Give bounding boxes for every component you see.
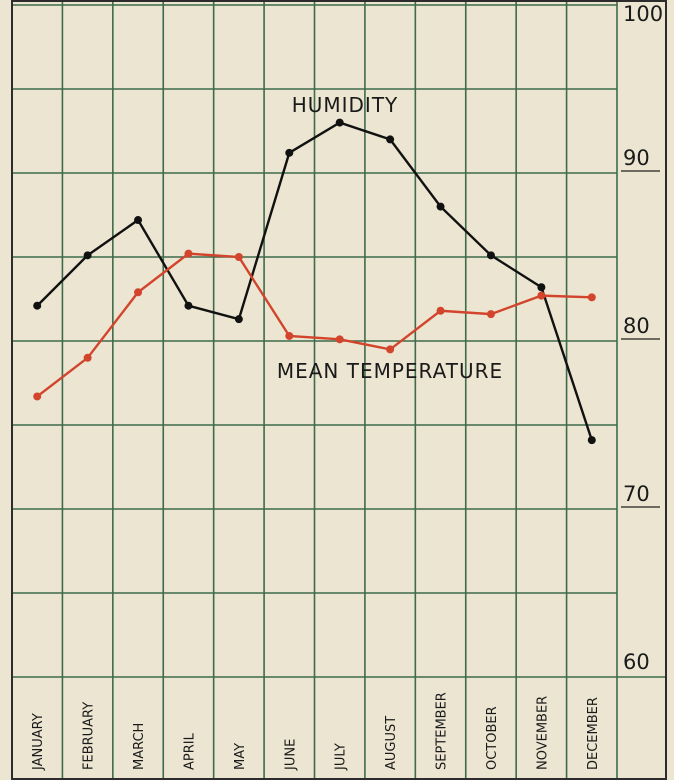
data-point bbox=[436, 306, 445, 315]
x-tick-label: JULY bbox=[334, 743, 349, 771]
x-tick-label: MARCH bbox=[132, 723, 147, 770]
data-point bbox=[386, 345, 395, 354]
series-label: HUMIDITY bbox=[292, 93, 399, 117]
y-tick-label: 60 bbox=[623, 650, 650, 674]
data-point bbox=[587, 436, 596, 445]
x-tick-label: DECEMBER bbox=[586, 697, 601, 770]
data-point bbox=[234, 253, 243, 261]
data-point bbox=[33, 301, 42, 310]
marks: HUMIDITY MEAN TEMPERATURE bbox=[33, 93, 596, 445]
x-tick-label: JANUARY bbox=[31, 713, 46, 771]
frame bbox=[11, 0, 667, 780]
data-point bbox=[386, 135, 395, 144]
x-tick-label: OCTOBER bbox=[485, 706, 500, 770]
data-point bbox=[134, 216, 143, 225]
data-point bbox=[587, 293, 596, 302]
y-tick-label: 80 bbox=[623, 314, 650, 338]
y-tick-label: 90 bbox=[623, 146, 650, 170]
series-line bbox=[36, 252, 592, 398]
x-tick-label: JUNE bbox=[283, 739, 298, 771]
data-point bbox=[33, 392, 42, 401]
data-point bbox=[486, 310, 495, 319]
grid: 60 70 80 90 100 JANUARY FEBRUARY MARCH APRIL MAY J… bbox=[11, 1, 666, 780]
data-point bbox=[335, 118, 344, 127]
data-point bbox=[285, 148, 294, 157]
data-point bbox=[436, 202, 445, 211]
data-point bbox=[537, 291, 546, 300]
data-point bbox=[83, 251, 92, 260]
x-tick-label: AUGUST bbox=[384, 716, 399, 770]
data-point bbox=[134, 288, 143, 297]
data-point bbox=[537, 283, 546, 292]
data-point bbox=[335, 335, 344, 344]
y-tick-label: 100 bbox=[623, 2, 663, 26]
data-point bbox=[83, 353, 92, 362]
data-point bbox=[486, 251, 495, 260]
x-tick-label: APRIL bbox=[182, 732, 197, 770]
x-tick-label: FEBRUARY bbox=[82, 702, 97, 770]
x-tick-label: SEPTEMBER bbox=[435, 692, 450, 770]
y-tick-label: 70 bbox=[623, 482, 650, 506]
data-point bbox=[184, 301, 193, 310]
series-line bbox=[36, 121, 593, 441]
series-label: MEAN TEMPERATURE bbox=[277, 359, 503, 383]
x-tick-label: NOVEMBER bbox=[535, 696, 550, 770]
x-tick-label: MAY bbox=[233, 743, 248, 770]
data-point bbox=[285, 331, 294, 340]
data-point bbox=[184, 249, 193, 258]
data-point bbox=[234, 315, 243, 324]
